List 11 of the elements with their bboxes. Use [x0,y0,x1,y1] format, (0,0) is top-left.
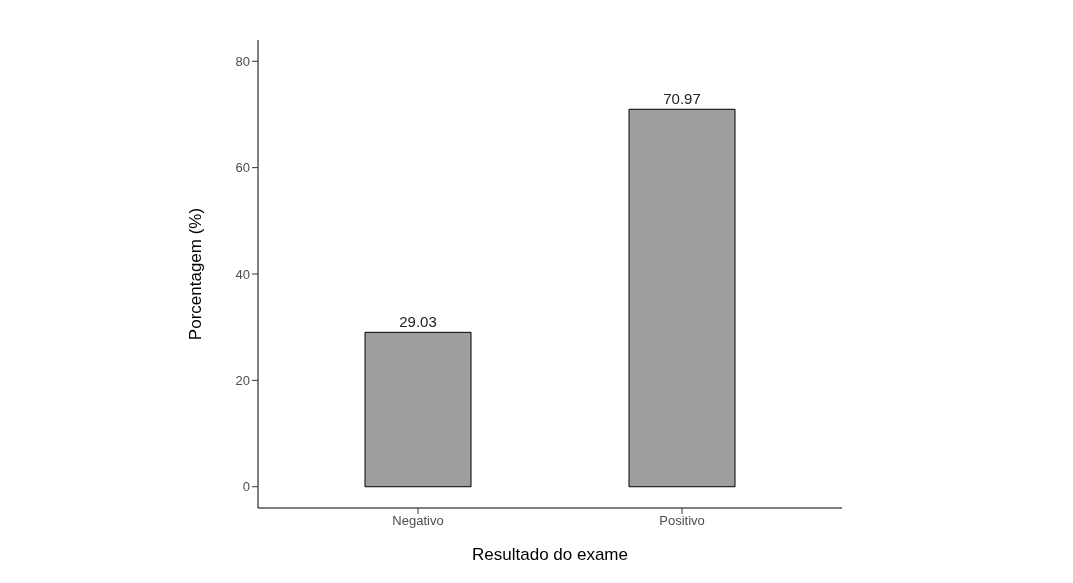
x-tick-label: Negativo [392,513,444,529]
data-label: 29.03 [399,313,437,331]
y-tick-label: 40 [235,266,250,282]
data-label: 70.97 [663,90,701,108]
y-tick-label: 0 [242,479,250,495]
y-tick-label: 60 [235,160,250,176]
y-tick-label: 20 [235,372,250,388]
y-tick-label: 80 [235,53,250,69]
y-axis-title: Porcentagem (%) [186,207,206,341]
x-tick-label: Positivo [659,513,705,529]
x-axis-title: Resultado do exame [472,545,628,564]
